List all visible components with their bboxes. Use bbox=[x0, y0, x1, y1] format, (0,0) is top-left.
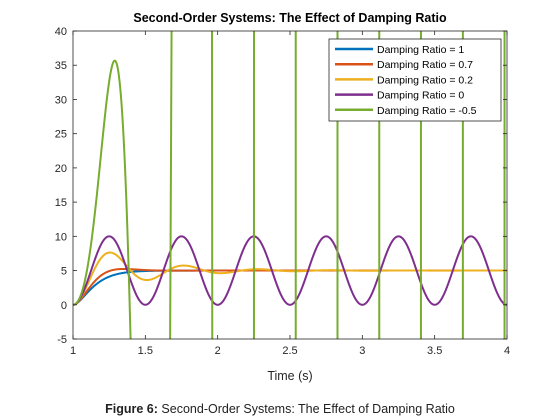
y-tick-label: 35 bbox=[55, 60, 67, 72]
y-tick-label: 20 bbox=[55, 163, 67, 175]
y-axis: -5 0 5 10 15 20 25 30 35 40 bbox=[55, 26, 507, 346]
x-tick-label: 2.5 bbox=[282, 345, 297, 357]
y-tick-label: 40 bbox=[55, 26, 67, 38]
series-line bbox=[73, 251, 507, 306]
x-tick-label: 4 bbox=[504, 345, 510, 357]
x-tick-label: 3.5 bbox=[427, 345, 442, 357]
line-chart: Second-Order Systems: The Effect of Damp… bbox=[55, 11, 510, 383]
y-tick-label: 5 bbox=[61, 266, 67, 278]
y-tick-label: 0 bbox=[61, 300, 67, 312]
legend: Damping Ratio = 1 Damping Ratio = 0.7 Damp… bbox=[328, 38, 502, 122]
legend-entry: Damping Ratio = 0.2 bbox=[377, 74, 473, 86]
y-tick-label: 10 bbox=[55, 231, 67, 243]
y-tick-label: 30 bbox=[55, 94, 67, 106]
caption-label: Figure 6: bbox=[105, 402, 158, 416]
legend-entry: Damping Ratio = 0 bbox=[377, 90, 464, 102]
chart-title: Second-Order Systems: The Effect of Damp… bbox=[133, 11, 447, 25]
figure-caption: Figure 6: Second-Order Systems: The Effe… bbox=[0, 402, 560, 416]
y-tick-label: 25 bbox=[55, 129, 67, 141]
caption-text: Second-Order Systems: The Effect of Damp… bbox=[161, 402, 455, 416]
legend-entry: Damping Ratio = 1 bbox=[377, 44, 464, 56]
x-tick-label: 1.5 bbox=[138, 345, 153, 357]
legend-entry: Damping Ratio = 0.7 bbox=[377, 59, 473, 71]
y-tick-label: 15 bbox=[55, 197, 67, 209]
legend-entry: Damping Ratio = -0.5 bbox=[377, 105, 477, 117]
x-tick-label: 3 bbox=[359, 345, 365, 357]
series-layer bbox=[73, 31, 507, 339]
series-line bbox=[73, 235, 507, 306]
x-tick-label: 2 bbox=[215, 345, 221, 357]
x-tick-label: 1 bbox=[70, 345, 76, 357]
x-axis: 1 1.5 2 2.5 3 3.5 4 bbox=[70, 31, 510, 357]
x-axis-label: Time (s) bbox=[267, 369, 312, 383]
y-tick-label: -5 bbox=[57, 334, 67, 346]
